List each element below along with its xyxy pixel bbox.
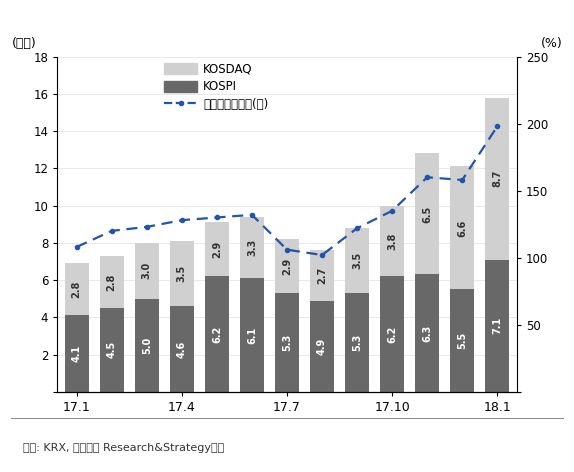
Bar	[310, 250, 334, 301]
Bar	[275, 239, 299, 293]
Text: 3.8: 3.8	[387, 232, 397, 250]
Text: 2.7: 2.7	[317, 267, 327, 284]
Text: 4.6: 4.6	[177, 340, 187, 358]
Bar	[65, 263, 88, 315]
Bar	[240, 217, 264, 278]
Text: 7.1: 7.1	[492, 317, 502, 334]
Bar	[380, 206, 404, 276]
Text: 6.2: 6.2	[212, 325, 222, 343]
Bar	[100, 256, 123, 308]
Bar	[100, 308, 123, 392]
Text: 6.3: 6.3	[422, 324, 432, 342]
Text: 3.0: 3.0	[142, 262, 152, 279]
Text: 4.9: 4.9	[317, 337, 327, 355]
Bar	[486, 260, 509, 392]
Text: 5.3: 5.3	[282, 334, 292, 351]
Bar	[205, 222, 229, 276]
Bar	[135, 299, 158, 392]
Bar	[170, 306, 194, 392]
Bar	[65, 315, 88, 392]
Bar	[416, 274, 439, 392]
Text: 6.1: 6.1	[247, 326, 257, 344]
Text: 3.5: 3.5	[177, 265, 187, 282]
Text: 4.1: 4.1	[72, 345, 82, 362]
Text: 8.7: 8.7	[492, 170, 502, 187]
Text: 3.3: 3.3	[247, 239, 257, 256]
Text: 2.8: 2.8	[107, 273, 117, 291]
Text: 2.8: 2.8	[72, 281, 82, 298]
Legend: KOSDAQ, KOSPI, 시가입액회전율(우): KOSDAQ, KOSPI, 시가입액회전율(우)	[164, 63, 269, 111]
Bar	[416, 153, 439, 274]
Text: 6.5: 6.5	[422, 205, 432, 223]
Bar	[170, 241, 194, 306]
Text: 3.5: 3.5	[352, 252, 362, 269]
Bar	[451, 167, 474, 289]
Text: 6.2: 6.2	[387, 325, 397, 343]
Text: 2.9: 2.9	[282, 257, 292, 275]
Text: 5.3: 5.3	[352, 334, 362, 351]
Text: 5.0: 5.0	[142, 337, 152, 354]
Bar	[205, 276, 229, 392]
Bar	[486, 98, 509, 260]
Text: 6.6: 6.6	[457, 219, 467, 236]
Text: 2.9: 2.9	[212, 241, 222, 258]
Bar	[451, 289, 474, 392]
Bar	[345, 228, 369, 293]
Text: 4.5: 4.5	[107, 341, 117, 359]
Bar	[275, 293, 299, 392]
Text: 자료: KRX, 대신증권 Research&Strategy본부: 자료: KRX, 대신증권 Research&Strategy본부	[23, 443, 224, 453]
Bar	[240, 278, 264, 392]
Bar	[310, 301, 334, 392]
Bar	[345, 293, 369, 392]
Text: (%): (%)	[541, 37, 563, 50]
Bar	[135, 243, 158, 299]
Text: 5.5: 5.5	[457, 332, 467, 349]
Text: (조원): (조원)	[11, 37, 36, 50]
Bar	[380, 276, 404, 392]
